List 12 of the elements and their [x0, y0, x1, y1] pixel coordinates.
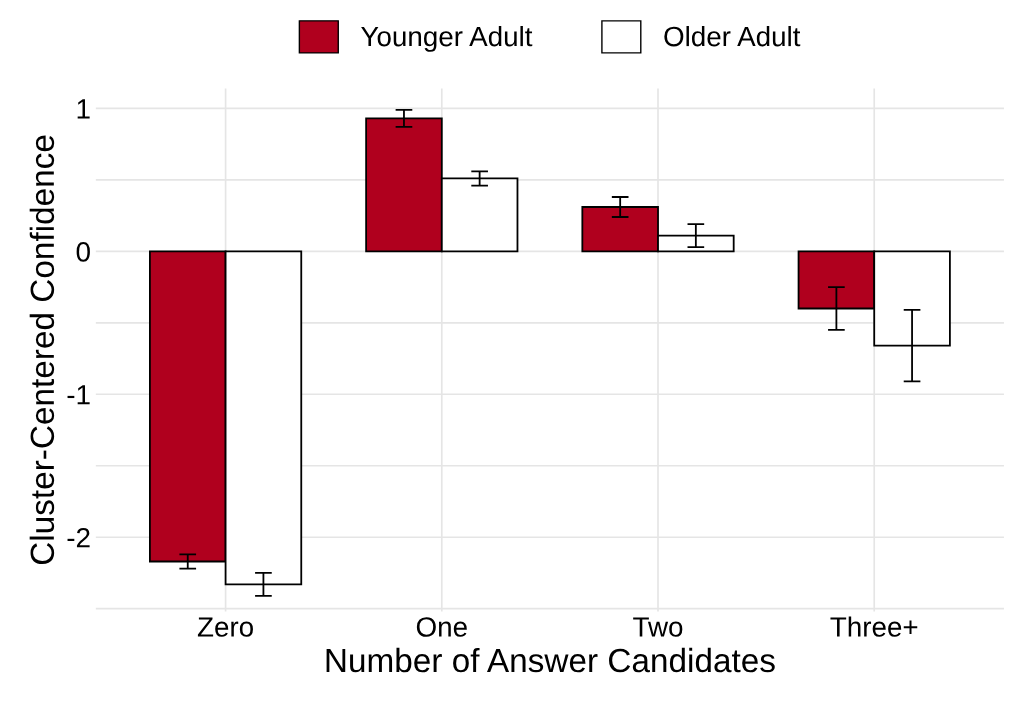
y-axis-title: Cluster-Centered Confidence — [29, 135, 55, 565]
x-axis-title: Number of Answer Candidates — [326, 647, 775, 673]
y-tick-label: 0 — [76, 242, 90, 262]
y-tick-label: 1 — [77, 99, 90, 119]
y-tick-label: -1 — [67, 385, 90, 405]
x-tick-label: Two — [633, 617, 683, 637]
legend-label: Younger Adult — [361, 25, 533, 52]
x-tick-label: Three+ — [830, 616, 918, 637]
x-tick-label: Zero — [197, 617, 253, 637]
legend-label: Older Adult — [664, 25, 801, 47]
y-tick-label: -2 — [67, 527, 90, 548]
x-tick-label: One — [416, 617, 467, 637]
